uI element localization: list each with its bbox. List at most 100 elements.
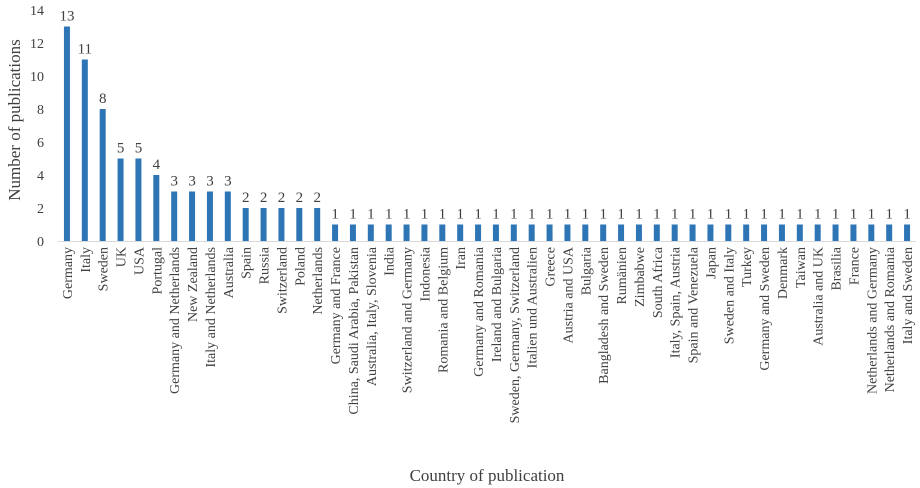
bar [743, 224, 750, 241]
data-label: 1 [635, 207, 643, 223]
bar [260, 208, 267, 241]
x-tick-label: Bulgaria [579, 246, 594, 295]
y-tick-label: 8 [37, 103, 44, 118]
x-tick-label: Ireland and Bulgaria [490, 246, 505, 362]
data-label: 1 [510, 207, 518, 223]
data-label: 13 [59, 9, 74, 25]
bar [367, 224, 374, 241]
bar [117, 158, 124, 241]
data-label: 5 [135, 141, 143, 157]
bar [278, 208, 285, 241]
x-tick-label: Taiwan [794, 247, 809, 288]
x-axis-ticks: Germany Italy Sweden UK USA Portugal Germany a… [61, 246, 916, 423]
y-tick-label: 4 [37, 169, 44, 184]
x-tick-label: Sweden and Italy [722, 247, 737, 344]
bar [135, 158, 142, 241]
data-label: 1 [671, 207, 679, 223]
bar [171, 191, 178, 241]
data-label: 1 [778, 207, 786, 223]
bar [689, 224, 696, 241]
x-tick-label: Zimbabwe [633, 247, 648, 307]
bar [725, 224, 732, 241]
x-tick-label: Portugal [150, 247, 165, 295]
x-tick-label: Italy, Spain, Austria [669, 246, 684, 358]
bar [81, 59, 88, 241]
data-label: 1 [689, 207, 697, 223]
y-tick-label: 10 [30, 70, 44, 85]
x-tick-label: USA [132, 246, 147, 275]
data-label: 1 [492, 207, 500, 223]
x-tick-label: Italy and Sweden [901, 247, 916, 344]
x-tick-label: Switzerland [275, 247, 290, 314]
bar [832, 224, 839, 241]
bar [564, 224, 571, 241]
data-label: 1 [582, 207, 590, 223]
x-tick-label: UK [115, 247, 130, 267]
bars [63, 26, 911, 241]
y-tick-label: 12 [30, 37, 44, 52]
data-label: 1 [439, 207, 447, 223]
data-label: 1 [725, 207, 733, 223]
data-label: 1 [331, 207, 339, 223]
bar [761, 224, 768, 241]
bar [671, 224, 678, 241]
data-label: 1 [403, 207, 411, 223]
x-axis-title: Country of publication [410, 466, 565, 485]
data-label: 8 [99, 91, 107, 107]
bar [349, 224, 356, 241]
bar [224, 191, 231, 241]
data-label: 1 [421, 207, 429, 223]
x-tick-label: Germany [61, 247, 76, 299]
x-tick-label: Germany and France [329, 247, 344, 364]
x-tick-label: Greece [544, 247, 559, 287]
bar [886, 224, 893, 241]
x-tick-label: Italy and Netherlands [204, 247, 219, 368]
data-label: 5 [117, 141, 125, 157]
bar [528, 224, 535, 241]
data-label: 1 [564, 207, 572, 223]
x-tick-label: Germany and Romania [472, 246, 487, 377]
x-tick-label: Poland [293, 247, 308, 286]
bar [439, 224, 446, 241]
data-label: 4 [153, 157, 161, 173]
data-label: 3 [206, 174, 214, 190]
bar [475, 224, 482, 241]
bar [582, 224, 589, 241]
x-tick-label: Sweden [97, 247, 112, 291]
bar [653, 224, 660, 241]
x-tick-label: Spain [240, 247, 255, 279]
bar [707, 224, 714, 241]
bar [242, 208, 249, 241]
bar [99, 109, 106, 241]
x-tick-label: Rumänien [615, 247, 630, 305]
bar [778, 224, 785, 241]
bar [385, 224, 392, 241]
y-axis-ticks: 0 2 4 6 8 10 12 14 [30, 4, 44, 250]
bar [332, 224, 339, 241]
x-tick-label: Italy [79, 247, 94, 273]
x-tick-label: Italien und Australien [526, 247, 541, 368]
x-tick-label: Brasilia [830, 246, 845, 290]
data-label: 3 [188, 174, 196, 190]
data-label: 2 [313, 190, 321, 206]
x-tick-label: Romania and Belgium [436, 247, 451, 373]
x-tick-label: Japan [704, 247, 719, 279]
bar [153, 175, 160, 241]
x-tick-label: Austria and USA [561, 246, 576, 343]
data-label: 1 [707, 207, 715, 223]
bar [904, 224, 911, 241]
data-label: 1 [456, 207, 464, 223]
data-label: 1 [653, 207, 661, 223]
y-axis-title: Number of publications [5, 39, 24, 200]
bar [510, 224, 517, 241]
x-tick-label: Indonesia [418, 246, 433, 301]
data-label: 2 [260, 190, 268, 206]
bar [618, 224, 625, 241]
data-label: 1 [832, 207, 840, 223]
x-tick-label: Denmark [776, 247, 791, 299]
bar [492, 224, 499, 241]
y-tick-label: 6 [37, 136, 44, 151]
bar [314, 208, 321, 241]
